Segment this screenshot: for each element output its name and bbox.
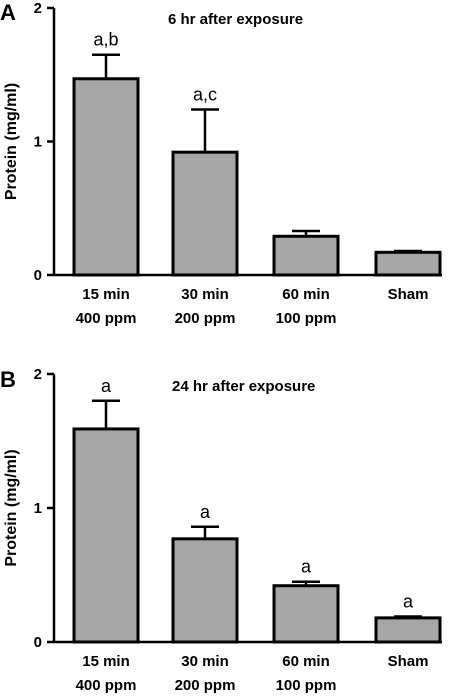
panel-b-bar [272, 584, 340, 644]
panel-a-significance-label: a,c [193, 84, 217, 104]
panel-b-bar [171, 537, 239, 644]
panel-a-letter: A [0, 0, 16, 25]
panel-b-significance-label: a [200, 502, 211, 522]
panel-b-bar [374, 616, 442, 644]
panel-b-bar [72, 427, 140, 644]
panel-b-x-tick-label: 15 min [82, 653, 130, 670]
panel-b-significance-label: a [301, 557, 312, 577]
panel-a-bar [272, 234, 340, 277]
panel-b-y-tick-label: 1 [34, 500, 42, 517]
panel-a-y-axis-label: Protein (mg/ml) [3, 83, 20, 200]
panel-a-x-tick-label: 30 min [181, 286, 229, 303]
panel-a-y-tick-label: 1 [34, 134, 42, 151]
panel-b-x-tick-label: 30 min [181, 653, 229, 670]
panel-a-bar [72, 77, 140, 277]
panel-b-x-tick-label: 400 ppm [76, 677, 137, 694]
panel-a-x-tick-label: 400 ppm [76, 310, 137, 327]
panel-b-x-tick-label: 100 ppm [276, 677, 337, 694]
panel-a-title: 6 hr after exposure [168, 11, 303, 28]
panel-a-y-tick-label: 2 [34, 0, 42, 17]
panel-a-x-tick-label: 60 min [282, 286, 330, 303]
panel-b-y-axis-label: Protein (mg/ml) [3, 449, 20, 566]
panel-b-significance-label: a [101, 376, 112, 396]
panel-b-y-tick-label: 2 [34, 366, 42, 383]
panel-b-title: 24 hr after exposure [172, 378, 315, 395]
panel-a-x-tick-label: 200 ppm [175, 310, 236, 327]
panel-b-y-tick-label: 0 [34, 634, 42, 651]
panel-b-x-tick-label: Sham [388, 653, 429, 670]
panel-a-bar [374, 250, 442, 277]
panel-b-significance-label: a [403, 592, 414, 612]
panel-b-x-tick-label: 200 ppm [175, 677, 236, 694]
panel-b-x-tick-label: 60 min [282, 653, 330, 670]
panel-b-letter: B [0, 367, 16, 392]
panel-a-x-tick-label: 100 ppm [276, 310, 337, 327]
panel-a-x-tick-label: Sham [388, 286, 429, 303]
panel-a-y-tick-label: 0 [34, 267, 42, 284]
panel-a-bar [171, 150, 239, 277]
panel-a-significance-label: a,b [93, 30, 118, 50]
panel-a-x-tick-label: 15 min [82, 286, 130, 303]
